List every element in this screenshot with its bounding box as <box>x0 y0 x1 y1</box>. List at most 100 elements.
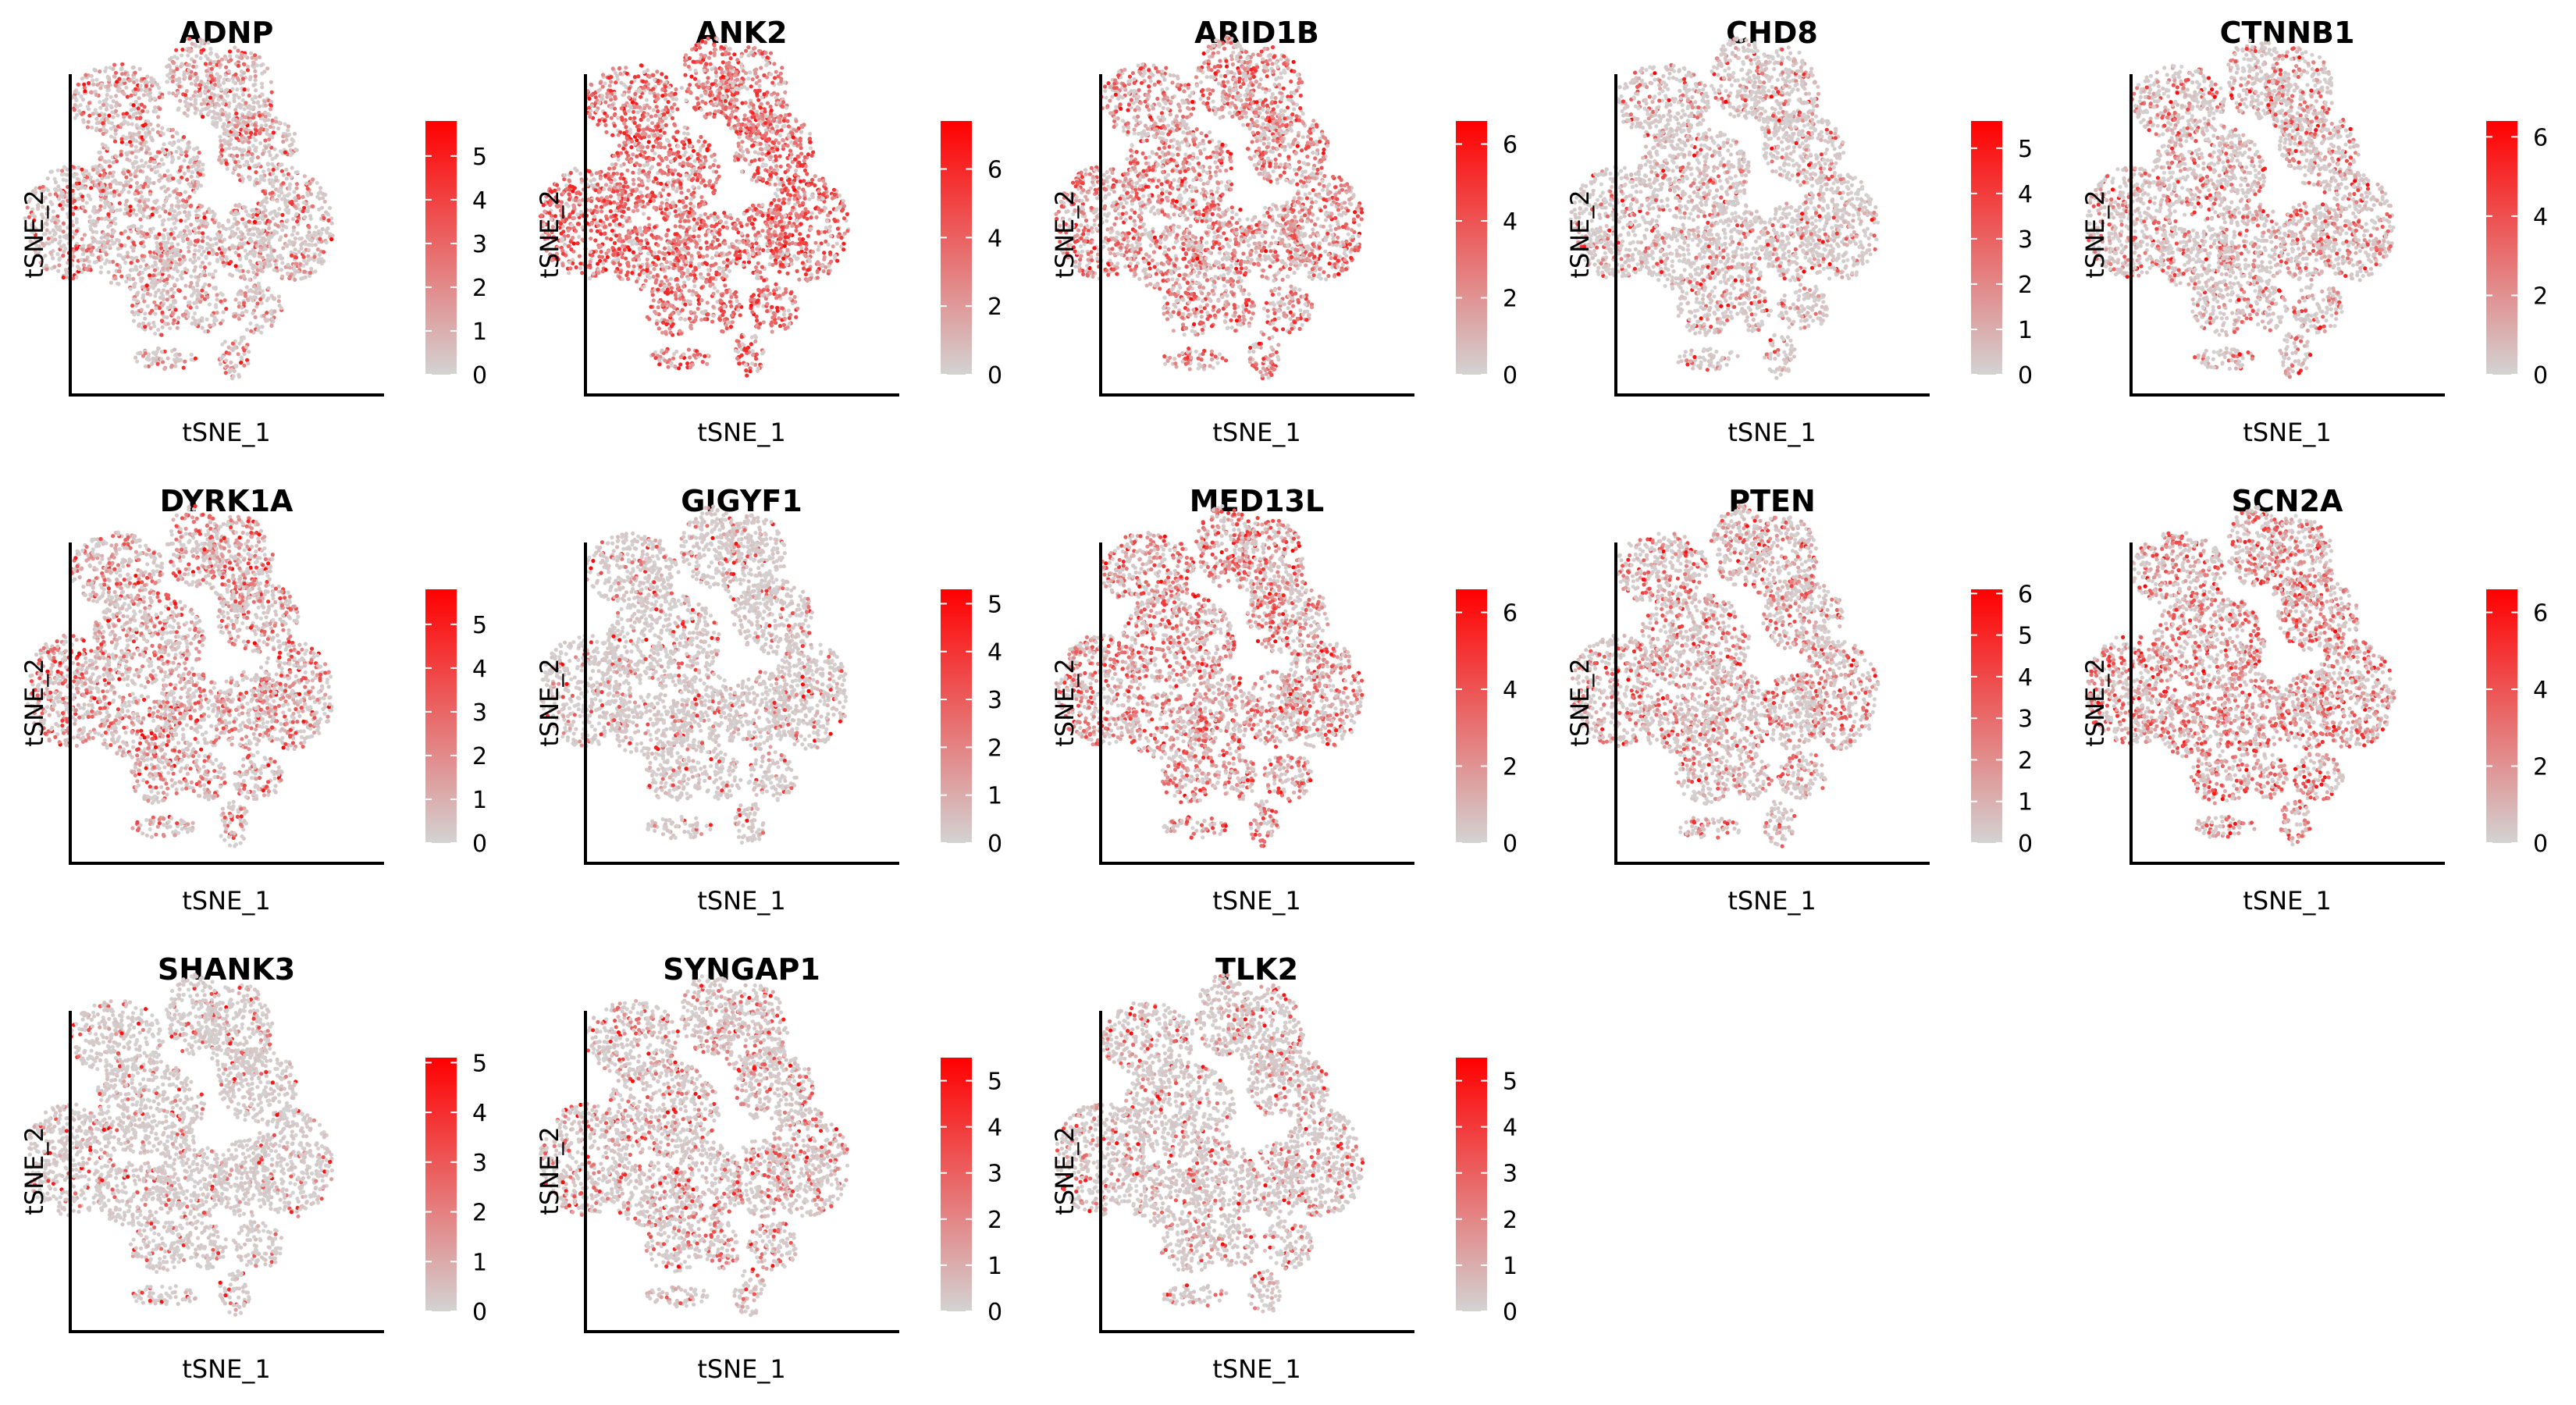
cell-point <box>146 126 150 130</box>
cell-point <box>105 252 109 256</box>
cell-point <box>295 219 299 223</box>
cell-point <box>185 178 189 182</box>
cell-point <box>194 231 197 235</box>
cell-point <box>180 260 184 264</box>
cell-point <box>198 173 202 176</box>
cell-point <box>251 156 254 160</box>
cell-point <box>175 278 179 282</box>
cell-point <box>133 192 137 196</box>
cell-point <box>176 248 180 252</box>
cell-point <box>234 125 238 129</box>
cell-point <box>234 118 238 122</box>
cell-point <box>99 197 103 201</box>
cell-point <box>87 244 91 248</box>
cell-point <box>131 240 135 244</box>
cell-point <box>235 222 239 226</box>
cell-point <box>212 60 215 64</box>
cell-point <box>180 276 184 280</box>
cell-point <box>229 260 233 264</box>
cell-point <box>270 162 274 166</box>
cell-point <box>134 145 138 149</box>
cell-point <box>148 151 152 155</box>
cell-point <box>248 107 252 111</box>
cell-point <box>254 57 258 61</box>
cell-point <box>148 91 152 94</box>
cell-point <box>257 162 261 166</box>
cell-point <box>98 113 101 117</box>
cell-point <box>176 269 180 273</box>
cell-point <box>99 155 103 159</box>
cell-point <box>228 49 232 53</box>
cell-point <box>183 296 187 300</box>
cell-point <box>174 150 178 154</box>
cell-point <box>145 75 149 79</box>
cell-point <box>76 91 80 95</box>
cell-point <box>306 194 310 197</box>
cell-point <box>294 170 298 174</box>
cell-point <box>116 282 120 286</box>
cell-point <box>256 230 260 234</box>
cell-point <box>318 186 322 190</box>
cell-point <box>162 297 165 301</box>
cell-point <box>285 138 289 142</box>
cell-point <box>224 88 228 92</box>
cell-point <box>252 101 256 105</box>
cell-point <box>112 241 116 245</box>
cell-point <box>201 270 205 274</box>
cell-point <box>80 94 84 98</box>
cell-point <box>123 261 127 265</box>
cell-point <box>269 254 273 258</box>
cell-point <box>161 325 165 329</box>
cell-point <box>123 78 126 82</box>
cell-point <box>170 248 174 252</box>
cell-point <box>130 151 134 155</box>
cell-point <box>221 112 225 116</box>
cell-point <box>280 275 284 279</box>
cell-point <box>109 281 113 285</box>
cell-point <box>155 241 158 245</box>
cell-point <box>233 99 237 103</box>
cell-point <box>214 116 218 120</box>
cell-point <box>190 82 194 86</box>
cell-point <box>271 172 275 176</box>
cell-point <box>280 222 284 226</box>
cell-point <box>187 195 191 199</box>
cell-point <box>112 63 116 67</box>
cell-point <box>194 106 197 110</box>
cell-point <box>308 257 311 261</box>
cell-point <box>151 226 155 230</box>
cell-point <box>247 166 251 170</box>
cell-point <box>100 183 104 187</box>
cell-point <box>188 258 192 261</box>
cell-point <box>171 134 175 138</box>
cell-point <box>211 248 215 252</box>
cell-point <box>246 87 250 91</box>
cell-point <box>215 55 219 59</box>
cell-point <box>116 263 119 267</box>
cell-point <box>251 144 255 148</box>
cell-point <box>129 287 133 291</box>
cell-point <box>301 241 304 245</box>
cell-point <box>160 126 164 130</box>
cell-point <box>143 317 147 321</box>
cell-point <box>213 269 217 273</box>
cell-point <box>322 216 326 220</box>
cell-point <box>233 160 237 164</box>
cell-point <box>97 151 101 155</box>
cell-point <box>187 241 190 245</box>
cell-point <box>131 268 135 272</box>
cell-point <box>263 138 267 142</box>
cell-point <box>133 71 137 75</box>
feature-panel-adnp: ADNPtSNE_1tSNE_2012345 <box>20 16 487 447</box>
cell-point <box>176 91 180 94</box>
cell-point <box>326 219 330 222</box>
cell-point <box>192 148 196 151</box>
cell-point <box>227 59 231 63</box>
cell-point <box>183 190 187 194</box>
cell-point <box>83 209 87 213</box>
cell-point <box>137 96 141 100</box>
cell-point <box>148 251 152 254</box>
cell-point <box>171 217 175 221</box>
cell-point <box>162 151 166 155</box>
cell-point <box>210 67 214 71</box>
